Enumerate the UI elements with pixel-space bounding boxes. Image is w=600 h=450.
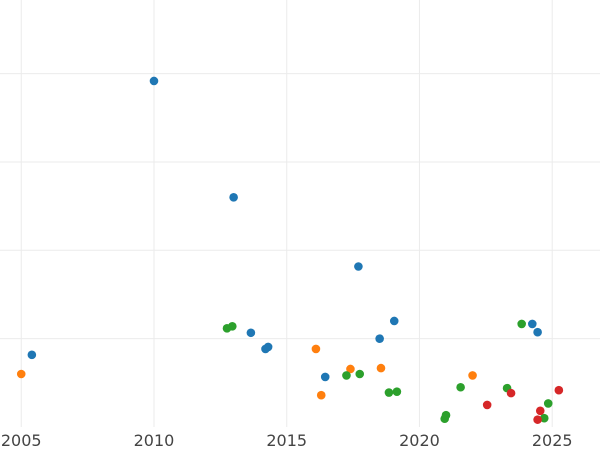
data-point [389, 316, 399, 326]
x-tick-label: 2015 [266, 431, 307, 450]
x-axis-ticks: 2005 2010 2015 2020 2025 [1, 431, 573, 450]
data-point [456, 382, 465, 392]
data-point [229, 193, 238, 202]
data-point [539, 413, 549, 423]
data-point [533, 327, 542, 337]
data-points [16, 76, 564, 424]
data-point [376, 363, 386, 373]
data-point [355, 369, 365, 379]
data-point [482, 400, 492, 410]
data-point [346, 364, 355, 374]
data-point [246, 328, 256, 338]
data-point [27, 350, 37, 360]
data-point [375, 334, 384, 343]
data-point [354, 262, 363, 271]
data-point [384, 388, 394, 397]
x-tick-label: 2025 [532, 431, 573, 450]
data-point [535, 406, 545, 416]
data-point [543, 399, 553, 408]
data-point [149, 76, 159, 86]
data-point [263, 342, 273, 352]
data-point [320, 372, 330, 382]
data-point [342, 371, 351, 380]
data-point [392, 387, 402, 396]
data-point [468, 371, 477, 380]
x-tick-label: 2005 [1, 431, 42, 450]
data-point [533, 415, 542, 424]
grid [0, 0, 600, 427]
data-point [528, 319, 537, 329]
data-point [228, 321, 237, 331]
data-point [441, 410, 451, 420]
data-point [506, 388, 516, 398]
data-point [554, 385, 564, 395]
data-point [311, 344, 321, 354]
data-point [16, 369, 26, 379]
x-tick-label: 2020 [399, 431, 440, 450]
data-point [517, 319, 526, 329]
data-point [316, 390, 326, 400]
x-tick-label: 2010 [134, 431, 175, 450]
